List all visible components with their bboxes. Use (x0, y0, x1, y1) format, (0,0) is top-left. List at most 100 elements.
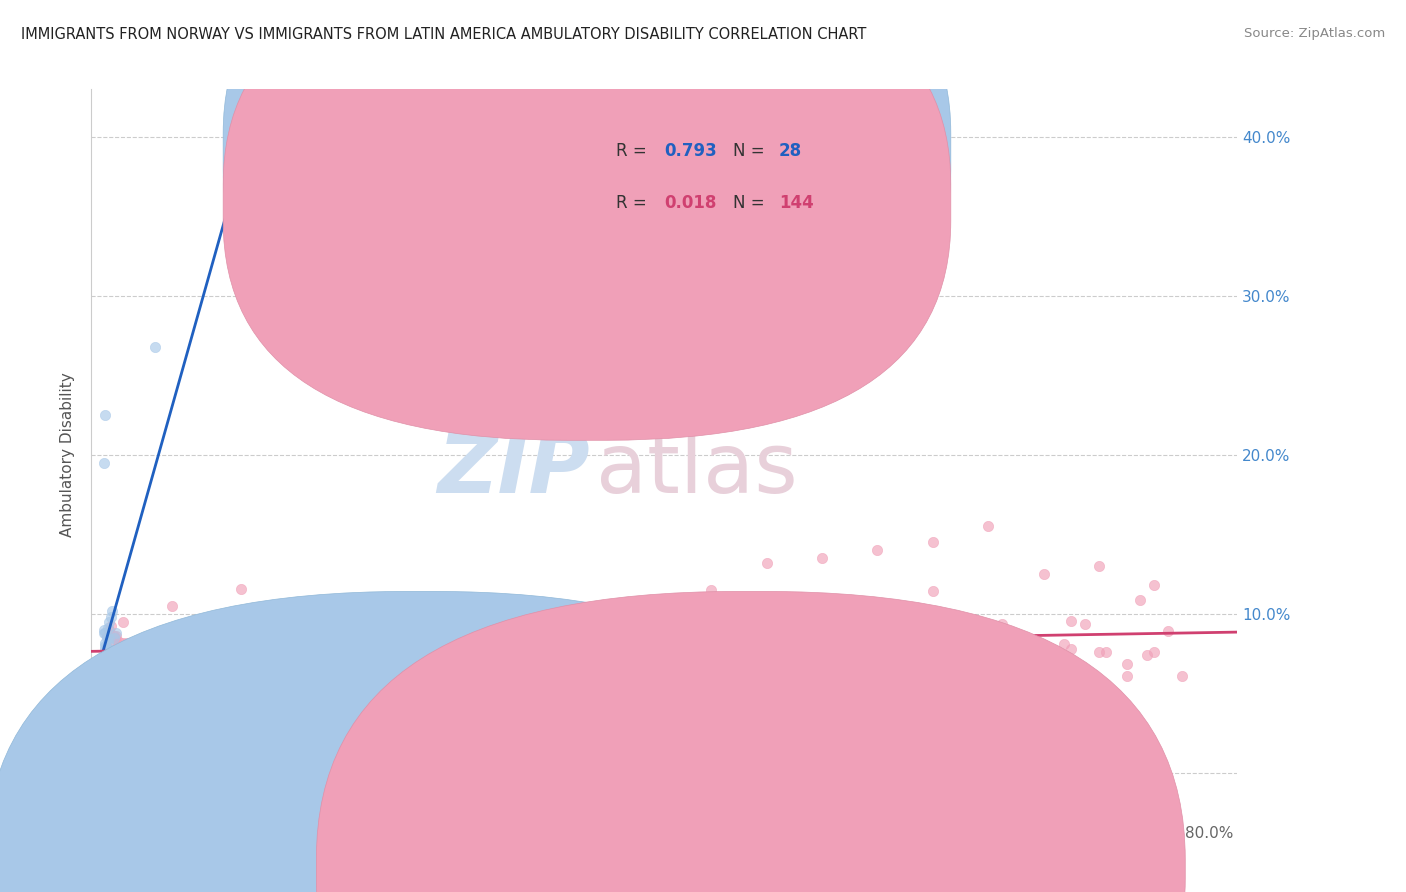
Point (596, 626, 619, 640)
Point (160, 599, 183, 614)
Point (589, 667, 612, 681)
Point (104, 643, 127, 657)
Point (347, 625, 370, 640)
Point (174, 658, 197, 673)
Point (423, 651, 446, 665)
Point (1129, 593, 1152, 607)
Text: N =: N = (733, 194, 765, 211)
Point (1032, 567, 1054, 582)
Point (104, 632, 127, 646)
Point (409, 642, 432, 657)
Point (395, 681, 418, 696)
Point (1136, 648, 1159, 663)
Point (825, 631, 848, 645)
Point (991, 634, 1014, 648)
Point (299, 616, 322, 631)
Point (811, 687, 834, 701)
Point (112, 615, 135, 629)
Point (894, 626, 917, 640)
Point (117, 673, 139, 688)
Point (105, 629, 128, 643)
Point (202, 661, 225, 675)
Point (93, 626, 115, 640)
Point (93, 623, 115, 637)
Point (97, 621, 120, 635)
Point (141, 641, 163, 656)
Point (157, 638, 180, 652)
Point (132, 660, 155, 674)
Point (103, 629, 125, 643)
Point (679, 654, 702, 668)
Point (658, 649, 681, 664)
Point (98, 661, 121, 675)
Point (195, 633, 218, 648)
Point (98, 623, 121, 637)
Point (1005, 673, 1028, 687)
Point (94, 626, 117, 640)
Point (96, 631, 118, 645)
Point (866, 647, 889, 661)
Point (146, 646, 169, 660)
Point (949, 648, 972, 662)
Point (132, 632, 155, 647)
Point (229, 651, 252, 665)
Point (264, 650, 287, 665)
Point (1011, 664, 1033, 678)
Point (96, 640, 118, 655)
Point (492, 623, 515, 637)
Text: 0.793: 0.793 (664, 143, 717, 161)
Point (1143, 578, 1166, 592)
Point (1060, 614, 1083, 628)
Point (94, 639, 117, 653)
Point (506, 610, 529, 624)
Point (638, 644, 661, 658)
FancyBboxPatch shape (224, 0, 950, 441)
Point (107, 646, 129, 660)
Point (129, 642, 152, 657)
Point (783, 601, 806, 615)
Point (575, 626, 598, 640)
Point (112, 665, 135, 680)
Point (229, 582, 252, 597)
Text: 28: 28 (779, 143, 801, 161)
Point (811, 551, 834, 566)
Point (575, 632, 598, 646)
Point (513, 627, 536, 641)
Point (838, 652, 860, 666)
Point (617, 662, 640, 676)
Point (451, 655, 474, 669)
Point (921, 584, 943, 599)
Point (94, 635, 117, 649)
Point (96, 657, 118, 672)
Point (108, 651, 131, 665)
Point (98, 631, 121, 645)
Point (388, 665, 411, 679)
Point (209, 632, 232, 647)
Point (305, 651, 328, 665)
Point (977, 655, 1000, 669)
Point (1115, 669, 1137, 683)
Point (728, 660, 751, 674)
Point (451, 650, 474, 665)
Point (866, 543, 889, 558)
Point (368, 614, 391, 628)
Point (97, 641, 120, 656)
Point (368, 631, 391, 645)
Point (430, 643, 453, 657)
Text: atlas: atlas (596, 429, 797, 510)
Text: 0.018: 0.018 (664, 194, 717, 211)
Point (1060, 641, 1083, 656)
Y-axis label: Ambulatory Disability: Ambulatory Disability (60, 373, 76, 537)
Point (97, 635, 120, 649)
Point (1032, 649, 1054, 664)
Point (1088, 559, 1111, 574)
Point (124, 636, 146, 650)
Point (257, 650, 280, 665)
Point (1157, 624, 1180, 638)
Point (125, 634, 148, 648)
Point (478, 663, 501, 677)
Point (1094, 645, 1116, 659)
Text: Immigrants from Norway: Immigrants from Norway (440, 860, 631, 874)
Point (534, 673, 557, 687)
Text: 144: 144 (779, 194, 814, 211)
